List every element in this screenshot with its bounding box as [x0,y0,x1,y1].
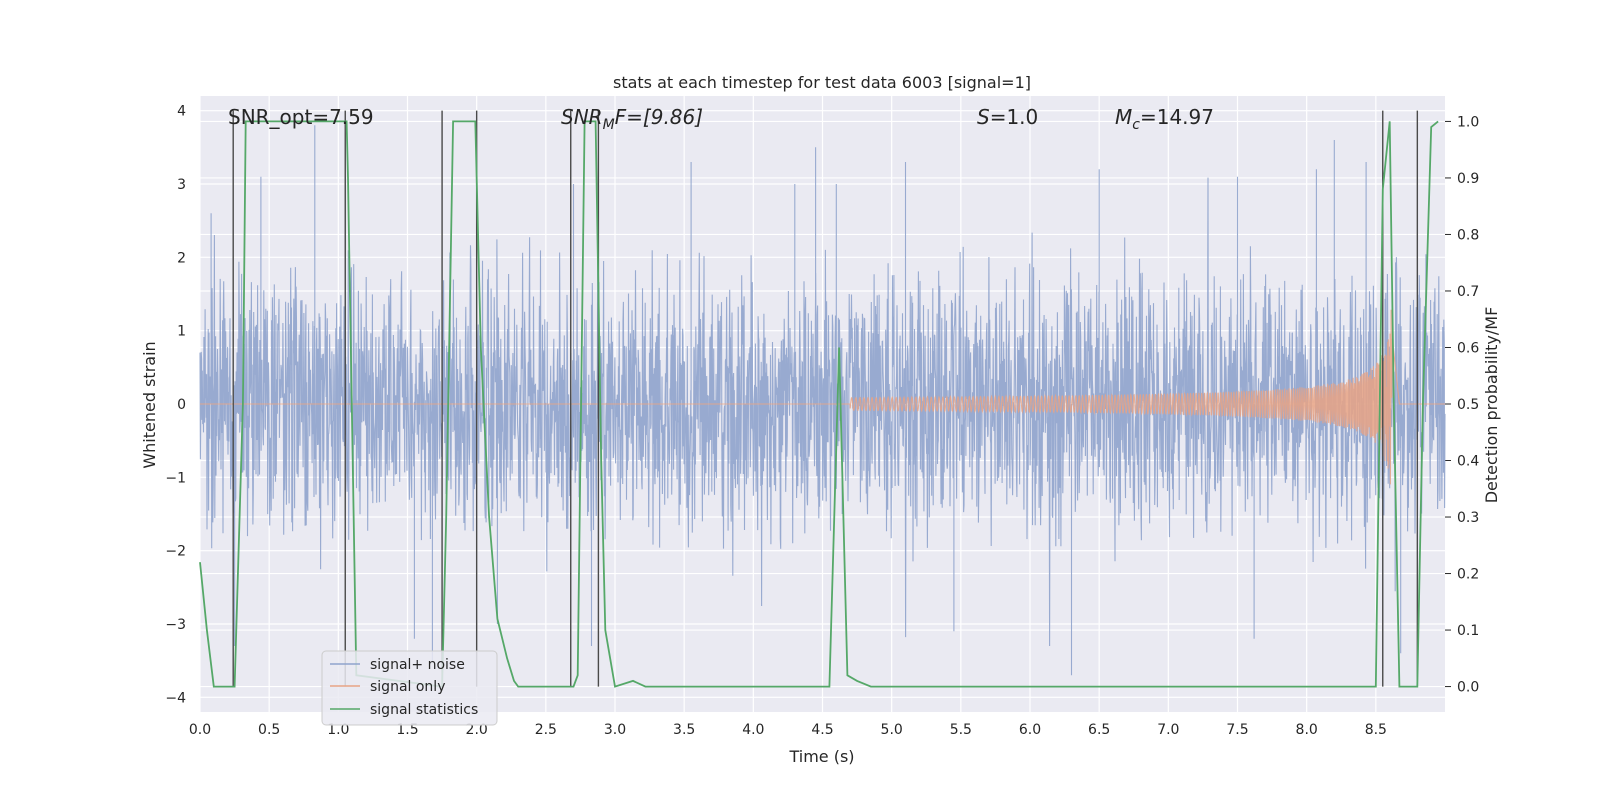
y2-tick-label: 0.8 [1457,227,1479,243]
x-tick-label: 6.5 [1088,722,1110,738]
y-tick-label: 1 [177,324,186,340]
legend-label-statistics: signal statistics [370,702,478,718]
y2-tick-labels: 1.0 0.9 0.8 0.7 0.6 0.5 0.4 0.3 0.2 0.1 0.0 [1445,114,1479,696]
x-tick-label: 2.5 [535,722,557,738]
y2-tick-label: 0.3 [1457,510,1479,526]
y-tick-label: −3 [165,617,186,633]
x-tick-label: 5.0 [881,722,903,738]
snr-mf-main: SNR [561,105,603,129]
x-tick-label: 4.0 [742,722,764,738]
s-rest: =1.0 [990,105,1039,129]
y2-tick-label: 0.5 [1457,397,1479,413]
snr-mf-subscript: M [603,117,615,133]
x-tick-label: 8.0 [1296,722,1318,738]
y-tick-label: 0 [177,397,186,413]
y-tick-label: −4 [165,690,186,706]
x-tick-label: 7.0 [1157,722,1179,738]
x-tick-label: 1.5 [396,722,418,738]
x-tick-label: 7.5 [1226,722,1248,738]
y-tick-label: 4 [177,104,186,120]
x-axis-label: Time (s) [788,747,854,766]
y-axis-label: Whitened strain [140,341,159,468]
y-tick-label: 3 [177,177,186,193]
chart-title: stats at each timestep for test data 600… [613,73,1031,92]
signal-only-series [200,309,1445,485]
x-tick-label: 3.5 [673,722,695,738]
signal-statistics-series [199,120,1439,688]
y2-tick-label: 0.1 [1457,623,1479,639]
annotation-snr-mf: SNRMF=[9.86] [561,105,703,133]
y2-tick-label: 1.0 [1457,114,1479,130]
x-tick-label: 3.0 [604,722,626,738]
y-tick-labels: 4 3 2 1 0 −1 −2 −3 −4 [165,104,186,707]
chirp-trace [200,309,1445,485]
annotation-s: S=1.0 [977,105,1038,129]
x-tick-label: 4.5 [811,722,833,738]
x-tick-label: 8.5 [1365,722,1387,738]
annotation-snr-opt: SNR_opt=7.59 [228,105,374,129]
s-main: S [977,105,990,129]
y2-tick-label: 0.4 [1457,454,1479,470]
mc-subscript: c [1132,117,1140,133]
y-tick-label: −1 [165,470,186,486]
y2-tick-label: 0.2 [1457,567,1479,583]
legend: signal+ noise signal only signal statist… [321,650,498,726]
y2-tick-label: 0.6 [1457,340,1479,356]
mc-main: M [1115,105,1132,129]
mc-rest: =14.97 [1140,105,1214,129]
snr-mf-rest: F=[9.86] [615,105,703,129]
x-tick-label: 0.0 [189,722,211,738]
legend-label-signal: signal only [370,679,445,695]
x-tick-label: 2.0 [466,722,488,738]
y2-tick-label: 0.7 [1457,284,1479,300]
x-tick-label: 1.0 [327,722,349,738]
legend-box [321,650,498,726]
y-tick-label: 2 [177,250,186,266]
statistics-trace [199,120,1439,688]
y2-tick-label: 0.0 [1457,680,1479,696]
y2-axis-label: Detection probability/MF [1482,307,1501,504]
y2-tick-label: 0.9 [1457,171,1479,187]
x-tick-label: 0.5 [258,722,280,738]
legend-label-noise: signal+ noise [370,657,465,673]
annotation-mc: Mc=14.97 [1115,105,1214,133]
x-tick-label: 6.0 [1019,722,1041,738]
y-tick-label: −2 [165,544,186,560]
x-tick-labels: 0.0 0.5 1.0 1.5 2.0 2.5 3.0 3.5 4.0 4.5 5.0 5.5 6.0 6… [189,722,1387,738]
x-tick-label: 5.5 [950,722,972,738]
